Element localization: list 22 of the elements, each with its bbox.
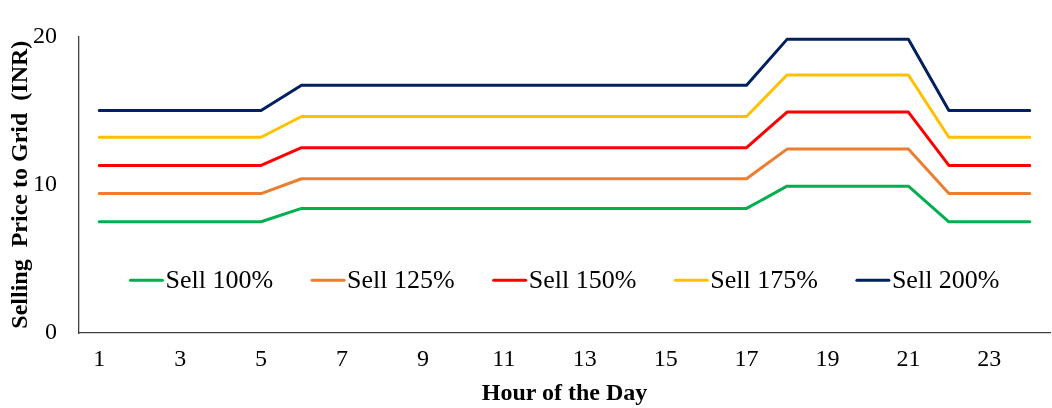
x-tick-label: 3 (174, 344, 187, 371)
x-tick-label: 9 (416, 344, 429, 371)
x-tick-label: 7 (335, 344, 348, 371)
legend-label: Sell 125% (347, 265, 455, 295)
x-tick-label: 13 (572, 344, 597, 371)
y-tick-label: 0 (45, 318, 57, 345)
legend-label: Sell 150% (528, 265, 637, 295)
x-tick-label: 15 (653, 344, 678, 371)
x-tick-label: 1 (93, 344, 106, 371)
x-tick-label: 17 (734, 344, 759, 371)
legend-label: Sell 175% (710, 265, 818, 295)
x-tick-label: 23 (977, 344, 1002, 371)
x-axis-title: Hour of the Day (481, 378, 648, 405)
x-tick-label: 19 (815, 344, 840, 371)
x-tick-label: 11 (492, 344, 516, 371)
y-axis-title: Selling Price to Grid (INR) (5, 40, 32, 329)
x-tick-label: 21 (896, 344, 921, 371)
y-tick-label: 10 (33, 170, 57, 196)
legend-label: Sell 100% (165, 265, 274, 295)
legend-label: Sell 200% (891, 265, 1000, 295)
y-tick-label: 20 (33, 21, 57, 48)
x-tick-label: 5 (255, 344, 268, 371)
